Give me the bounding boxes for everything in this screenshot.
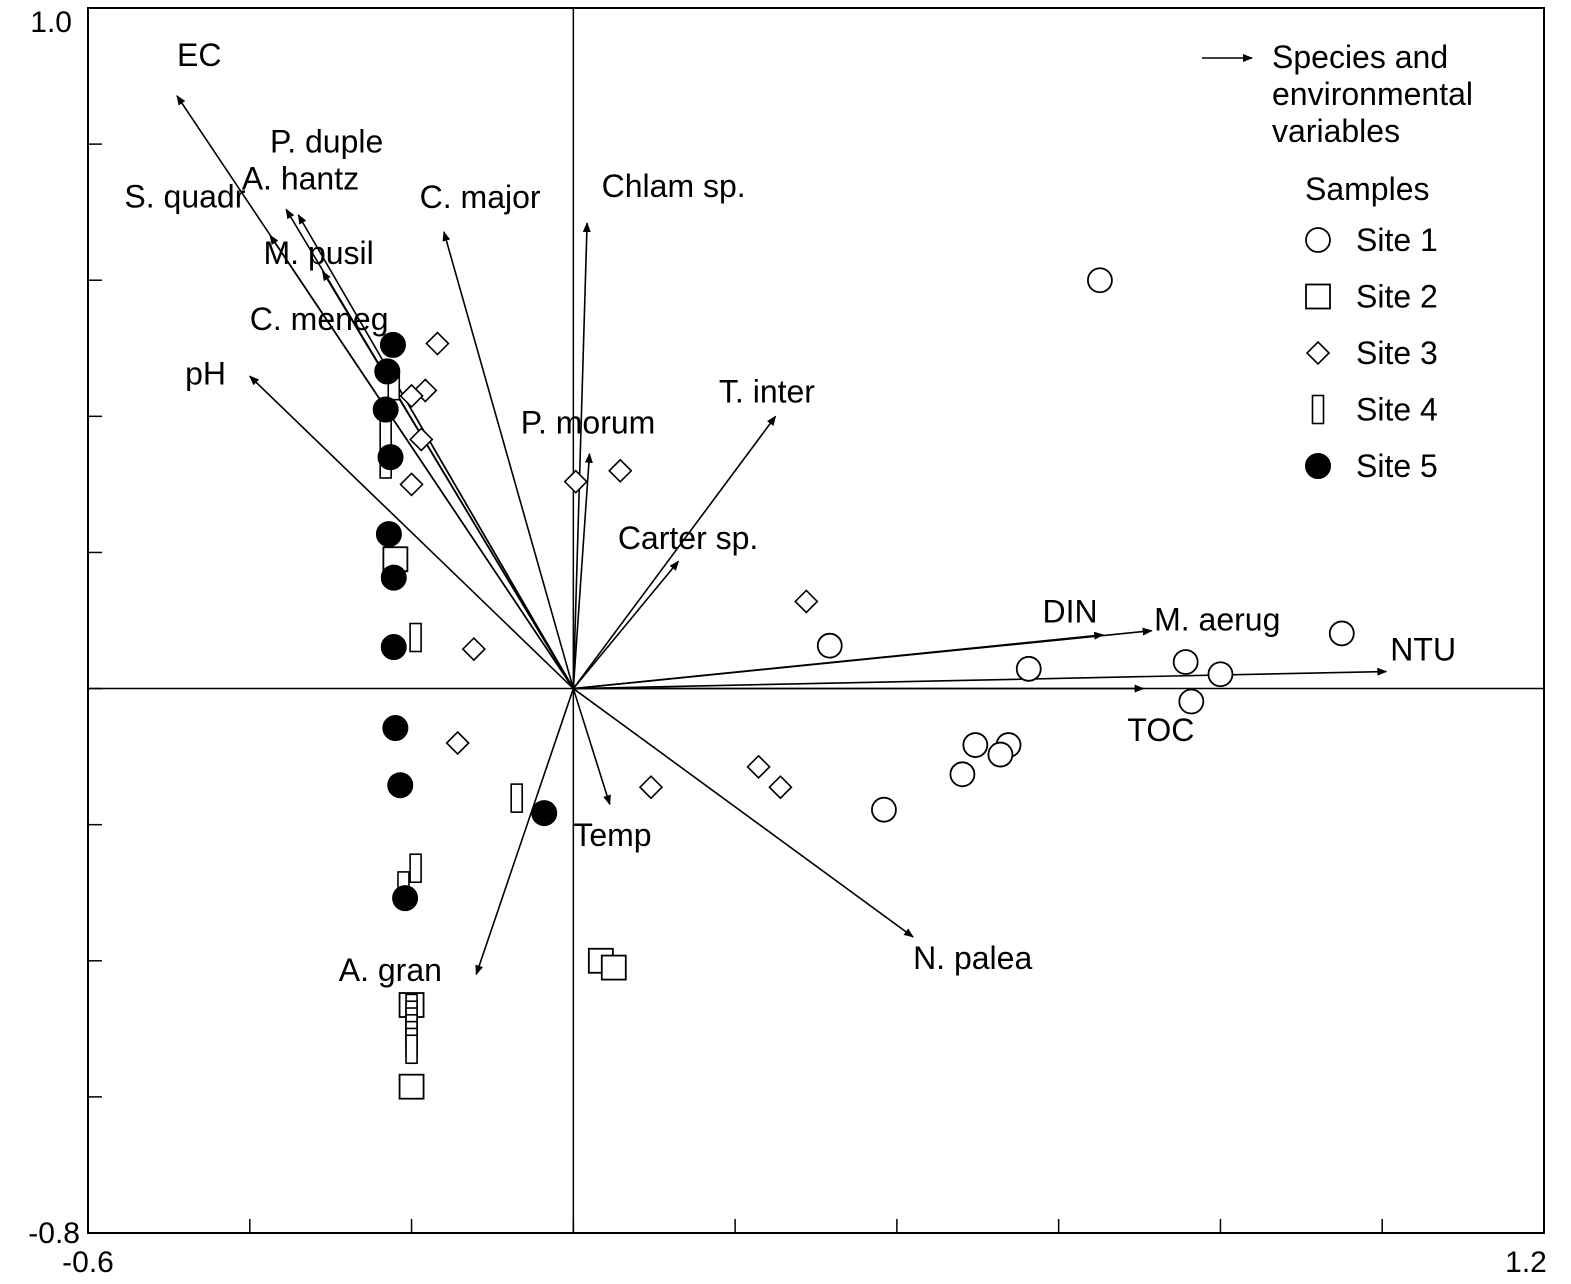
arrow-label-c-meneg: C. meneg (250, 301, 389, 337)
legend-label-site-3: Site 3 (1356, 335, 1438, 371)
site-4-point (409, 622, 422, 653)
arrow-label-toc: TOC (1127, 712, 1194, 748)
site-3-point (409, 427, 434, 452)
arrow-label-din: DIN (1042, 594, 1097, 630)
arrow-label-n-palea: N. palea (913, 940, 1032, 976)
x-tick-label: 1.2 (1505, 1246, 1547, 1279)
site-3-point (425, 331, 450, 356)
site-3-point (794, 589, 819, 614)
legend-marker-site-2 (1305, 283, 1331, 310)
arrow-label-carter-sp: Carter sp. (618, 520, 758, 556)
site-5-point (387, 772, 414, 799)
arrow-s-quadr (269, 234, 574, 690)
site-1-point (949, 761, 976, 788)
arrow-ph (249, 375, 574, 690)
arrow-label-temp: Temp (573, 817, 651, 853)
legend-marker-site-3 (1305, 340, 1331, 366)
site-5-point (377, 444, 404, 471)
site-1-point (1178, 688, 1205, 715)
site-5-point (531, 800, 558, 827)
y-tick-label: 1.0 (30, 6, 72, 39)
arrow-t-inter (572, 415, 777, 690)
site-3-point (638, 775, 664, 800)
arrow-label-a-hantz: A. hantz (242, 161, 359, 197)
site-5-point (375, 521, 402, 548)
arrow-c-meneg (382, 360, 575, 689)
site-4-point (405, 1034, 418, 1065)
site-5-point (372, 396, 399, 423)
legend-arrow-label: environmental (1272, 76, 1473, 112)
arrow-n-palea (572, 687, 914, 938)
arrow-temp (572, 688, 611, 806)
legend-arrow-label: variables (1272, 113, 1400, 149)
site-1-point (871, 796, 897, 823)
x-tick-label: -0.6 (62, 1246, 114, 1279)
site-1-point (962, 732, 989, 758)
site-1-point (987, 741, 1014, 768)
arrow-label-m-aerug: M. aerug (1154, 602, 1280, 638)
site-3-point (445, 730, 470, 756)
site-1-point (1087, 267, 1113, 294)
site-3-point (399, 472, 424, 497)
arrow-label-a-gran: A. gran (339, 952, 442, 988)
arrow-label-ph: pH (185, 355, 226, 391)
arrow-p-morum (572, 452, 593, 689)
y-tick-label: -0.8 (28, 1217, 80, 1250)
arrow-carter-sp (572, 560, 680, 690)
arrow-label-c-major: C. major (420, 179, 541, 215)
site-5-point (392, 885, 419, 912)
arrow-label-t-inter: T. inter (719, 374, 815, 410)
site-2-point (398, 1073, 425, 1100)
legend-marker-site-5 (1305, 453, 1331, 479)
site-2-point (600, 954, 627, 981)
site-5-point (374, 358, 401, 385)
site-1-point (1328, 620, 1355, 647)
site-3-point (399, 383, 424, 409)
site-5-point (380, 634, 407, 661)
legend-samples-title: Samples (1305, 171, 1430, 207)
arrow-label-p-duple: P. duple (270, 123, 383, 159)
site-1-point (1172, 649, 1199, 675)
site-3-point (746, 754, 771, 779)
legend-label-site-1: Site 1 (1356, 222, 1438, 258)
legend-label-site-4: Site 4 (1356, 392, 1438, 428)
arrow-a-gran (475, 688, 575, 976)
site-1-point (1015, 655, 1042, 682)
arrow-label-m-pusil: M. pusil (264, 235, 374, 271)
arrow-label-p-morum: P. morum (521, 404, 656, 440)
legend-marker-site-1 (1305, 227, 1331, 253)
legend-label-site-2: Site 2 (1356, 279, 1438, 315)
site-1-point (816, 632, 843, 659)
site-5-point (379, 331, 406, 358)
site-5-point (382, 715, 409, 742)
legend-arrow-label: Species and (1272, 39, 1448, 75)
arrow-ntu (573, 667, 1388, 690)
site-5-point (380, 564, 407, 591)
legend-marker-site-4 (1311, 394, 1325, 425)
site-3-point (563, 469, 588, 494)
plot-frame (87, 7, 1545, 1234)
arrow-m-pusil (321, 270, 575, 689)
site-4-point (510, 783, 524, 813)
site-3-point (461, 636, 486, 662)
site-3-point (608, 458, 633, 483)
arrow-m-aerug (573, 627, 1153, 690)
arrow-label-ntu: NTU (1390, 632, 1456, 668)
arrow-c-major (442, 230, 575, 689)
arrow-label-s-quadr: S. quadr (124, 178, 245, 214)
site-1-point (1207, 661, 1234, 688)
site-3-point (768, 775, 793, 800)
site-4-point (409, 853, 422, 884)
legend-label-site-5: Site 5 (1356, 448, 1438, 484)
arrow-chlam-sp (572, 222, 591, 689)
arrow-label-ec: EC (177, 37, 221, 73)
arrow-label-chlam-sp: Chlam sp. (602, 168, 746, 204)
